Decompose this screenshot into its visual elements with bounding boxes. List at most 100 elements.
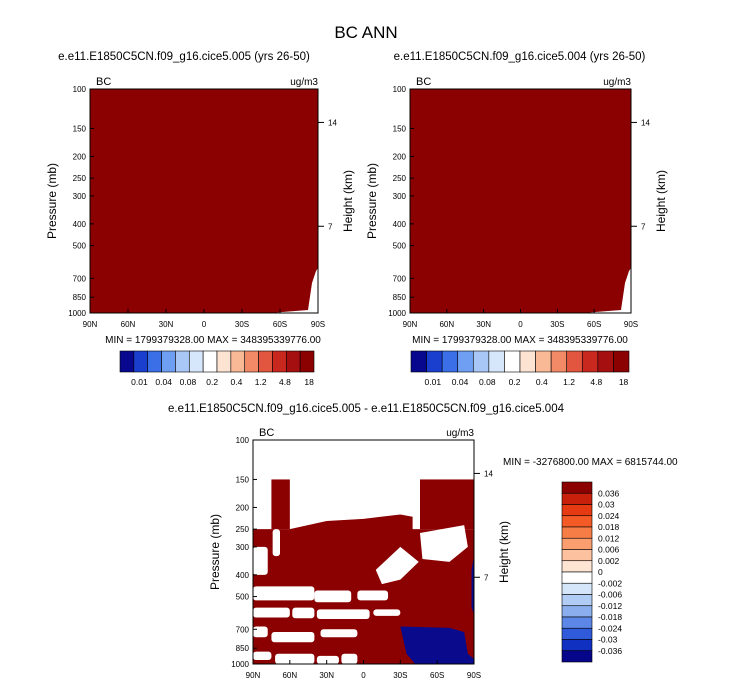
- colorbar-swatch: [561, 537, 593, 550]
- colorbar-swatch: [175, 350, 190, 373]
- contour-fill: [271, 479, 290, 530]
- colorbar-swatch: [472, 350, 490, 373]
- y-tick-label: 700: [236, 625, 250, 634]
- near-zero-region: [375, 546, 419, 585]
- y-tick-label: 300: [73, 192, 87, 201]
- x-tick-label: 90S: [311, 320, 325, 329]
- y-tick-label: 500: [73, 242, 87, 251]
- colorbar-label: -0.018: [598, 612, 622, 622]
- colorbar-swatch: [561, 515, 593, 528]
- x-tick-label: 60N: [121, 320, 136, 329]
- x-tick-label: 60S: [587, 320, 601, 329]
- diff-chart: e.e11.E1850C5CN.f09_g16.cice5.005 - e.e1…: [168, 403, 678, 680]
- x-tick-label: 90N: [403, 320, 418, 329]
- contour-fill: [410, 89, 631, 313]
- x-tick-label: 30S: [550, 320, 564, 329]
- colorbar-label: 1.2: [255, 377, 267, 387]
- colorbar-label: 0.018: [598, 522, 620, 532]
- near-zero-region: [271, 632, 315, 643]
- colorbar-swatch: [561, 481, 593, 494]
- x-tick-label: 60S: [430, 671, 444, 680]
- colorbar-swatch: [561, 639, 593, 652]
- x-tick-label: 60N: [282, 671, 297, 680]
- min-max-stats: MIN = 1799379328.00 MAX = 348395339776.0…: [412, 335, 628, 346]
- y-tick-label: 150: [393, 124, 407, 133]
- y-tick-label: 1000: [231, 660, 249, 669]
- variable-label: BC: [259, 427, 274, 439]
- y-tick-label: 400: [73, 220, 87, 229]
- colorbar-swatch: [561, 616, 593, 629]
- y-axis-title: Pressure (mb): [365, 163, 379, 239]
- colorbar-label: -0.006: [598, 590, 622, 600]
- y-tick-label: 250: [236, 525, 250, 534]
- colorbar-swatch: [561, 492, 593, 505]
- height-tick-label: 14: [484, 469, 493, 478]
- colorbar-swatch: [272, 350, 287, 373]
- colorbar-swatch: [561, 571, 593, 584]
- y-tick-label: 700: [73, 274, 87, 283]
- missing-data-region: [270, 268, 318, 313]
- colorbar-label: 18: [304, 377, 314, 387]
- colorbar-swatch: [299, 350, 315, 373]
- near-zero-region: [314, 590, 352, 603]
- y-tick-label: 500: [236, 593, 250, 602]
- y-axis-right-title: Height (km): [497, 521, 511, 583]
- near-zero-region: [275, 653, 315, 664]
- panel-title: e.e11.E1850C5CN.f09_g16.cice5.005 - e.e1…: [168, 403, 565, 415]
- x-tick-label: 0: [518, 320, 523, 329]
- variable-label: BC: [96, 76, 111, 88]
- colorbar-label: 0.2: [206, 377, 218, 387]
- colorbar-label: -0.012: [598, 601, 622, 611]
- near-zero-region: [253, 651, 272, 661]
- y-tick-label: 1000: [388, 309, 406, 318]
- main-title: BC ANN: [334, 23, 397, 42]
- colorbar-label: 4.8: [590, 377, 602, 387]
- colorbar-swatch: [504, 350, 521, 373]
- panel-title: e.e11.E1850C5CN.f09_g16.cice5.004 (yrs 2…: [394, 51, 646, 63]
- near-zero-region: [292, 607, 315, 619]
- colorbar-swatch: [230, 350, 246, 373]
- panel-title: e.e11.E1850C5CN.f09_g16.cice5.005 (yrs 2…: [58, 51, 310, 63]
- colorbar-label: -0.002: [598, 578, 622, 588]
- colorbar-swatch: [561, 650, 593, 663]
- near-zero-region: [341, 653, 358, 664]
- y-tick-label: 100: [393, 85, 407, 94]
- colorbar-label: 0.01: [425, 377, 442, 387]
- colorbar-swatch: [258, 350, 273, 373]
- y-tick-label: 150: [236, 475, 250, 484]
- y-axis-title: Pressure (mb): [45, 163, 59, 239]
- y-tick-label: 300: [393, 192, 407, 201]
- units-label: ug/m3: [290, 77, 318, 88]
- min-max-stats: MIN = -3276800.00 MAX = 6815744.00: [503, 457, 678, 468]
- y-tick-label: 500: [393, 242, 407, 251]
- colorbar-label: 18: [619, 377, 629, 387]
- near-zero-region: [253, 586, 315, 601]
- contour-fill: [419, 479, 474, 530]
- y-tick-label: 1000: [68, 309, 86, 318]
- x-tick-label: 90N: [246, 671, 261, 680]
- colorbar-label: 4.8: [279, 377, 291, 387]
- colorbar-swatch: [147, 350, 162, 373]
- colorbar-swatch: [535, 350, 552, 373]
- min-max-stats: MIN = 1799379328.00 MAX = 348395339776.0…: [105, 335, 321, 346]
- colorbar-label: 0.006: [598, 545, 620, 555]
- height-tick-label: 7: [328, 222, 333, 231]
- colorbar-label: 0.002: [598, 556, 620, 566]
- near-zero-region: [253, 546, 268, 575]
- y-tick-label: 250: [393, 174, 407, 183]
- colorbar-label: -0.036: [598, 646, 622, 656]
- colorbar-swatch: [561, 504, 593, 517]
- near-zero-region: [419, 525, 468, 562]
- near-zero-region: [357, 590, 389, 601]
- y-axis-right-title: Height (km): [341, 170, 355, 232]
- negative-region: [400, 626, 474, 664]
- y-tick-label: 300: [236, 543, 250, 552]
- x-tick-label: 30N: [319, 671, 334, 680]
- colorbar-label: 1.2: [563, 377, 575, 387]
- colorbar-label: 0.08: [180, 377, 197, 387]
- y-tick-label: 200: [236, 503, 250, 512]
- colorbar-swatch: [216, 350, 232, 373]
- contour-fill: [90, 89, 318, 313]
- colorbar-swatch: [457, 350, 474, 373]
